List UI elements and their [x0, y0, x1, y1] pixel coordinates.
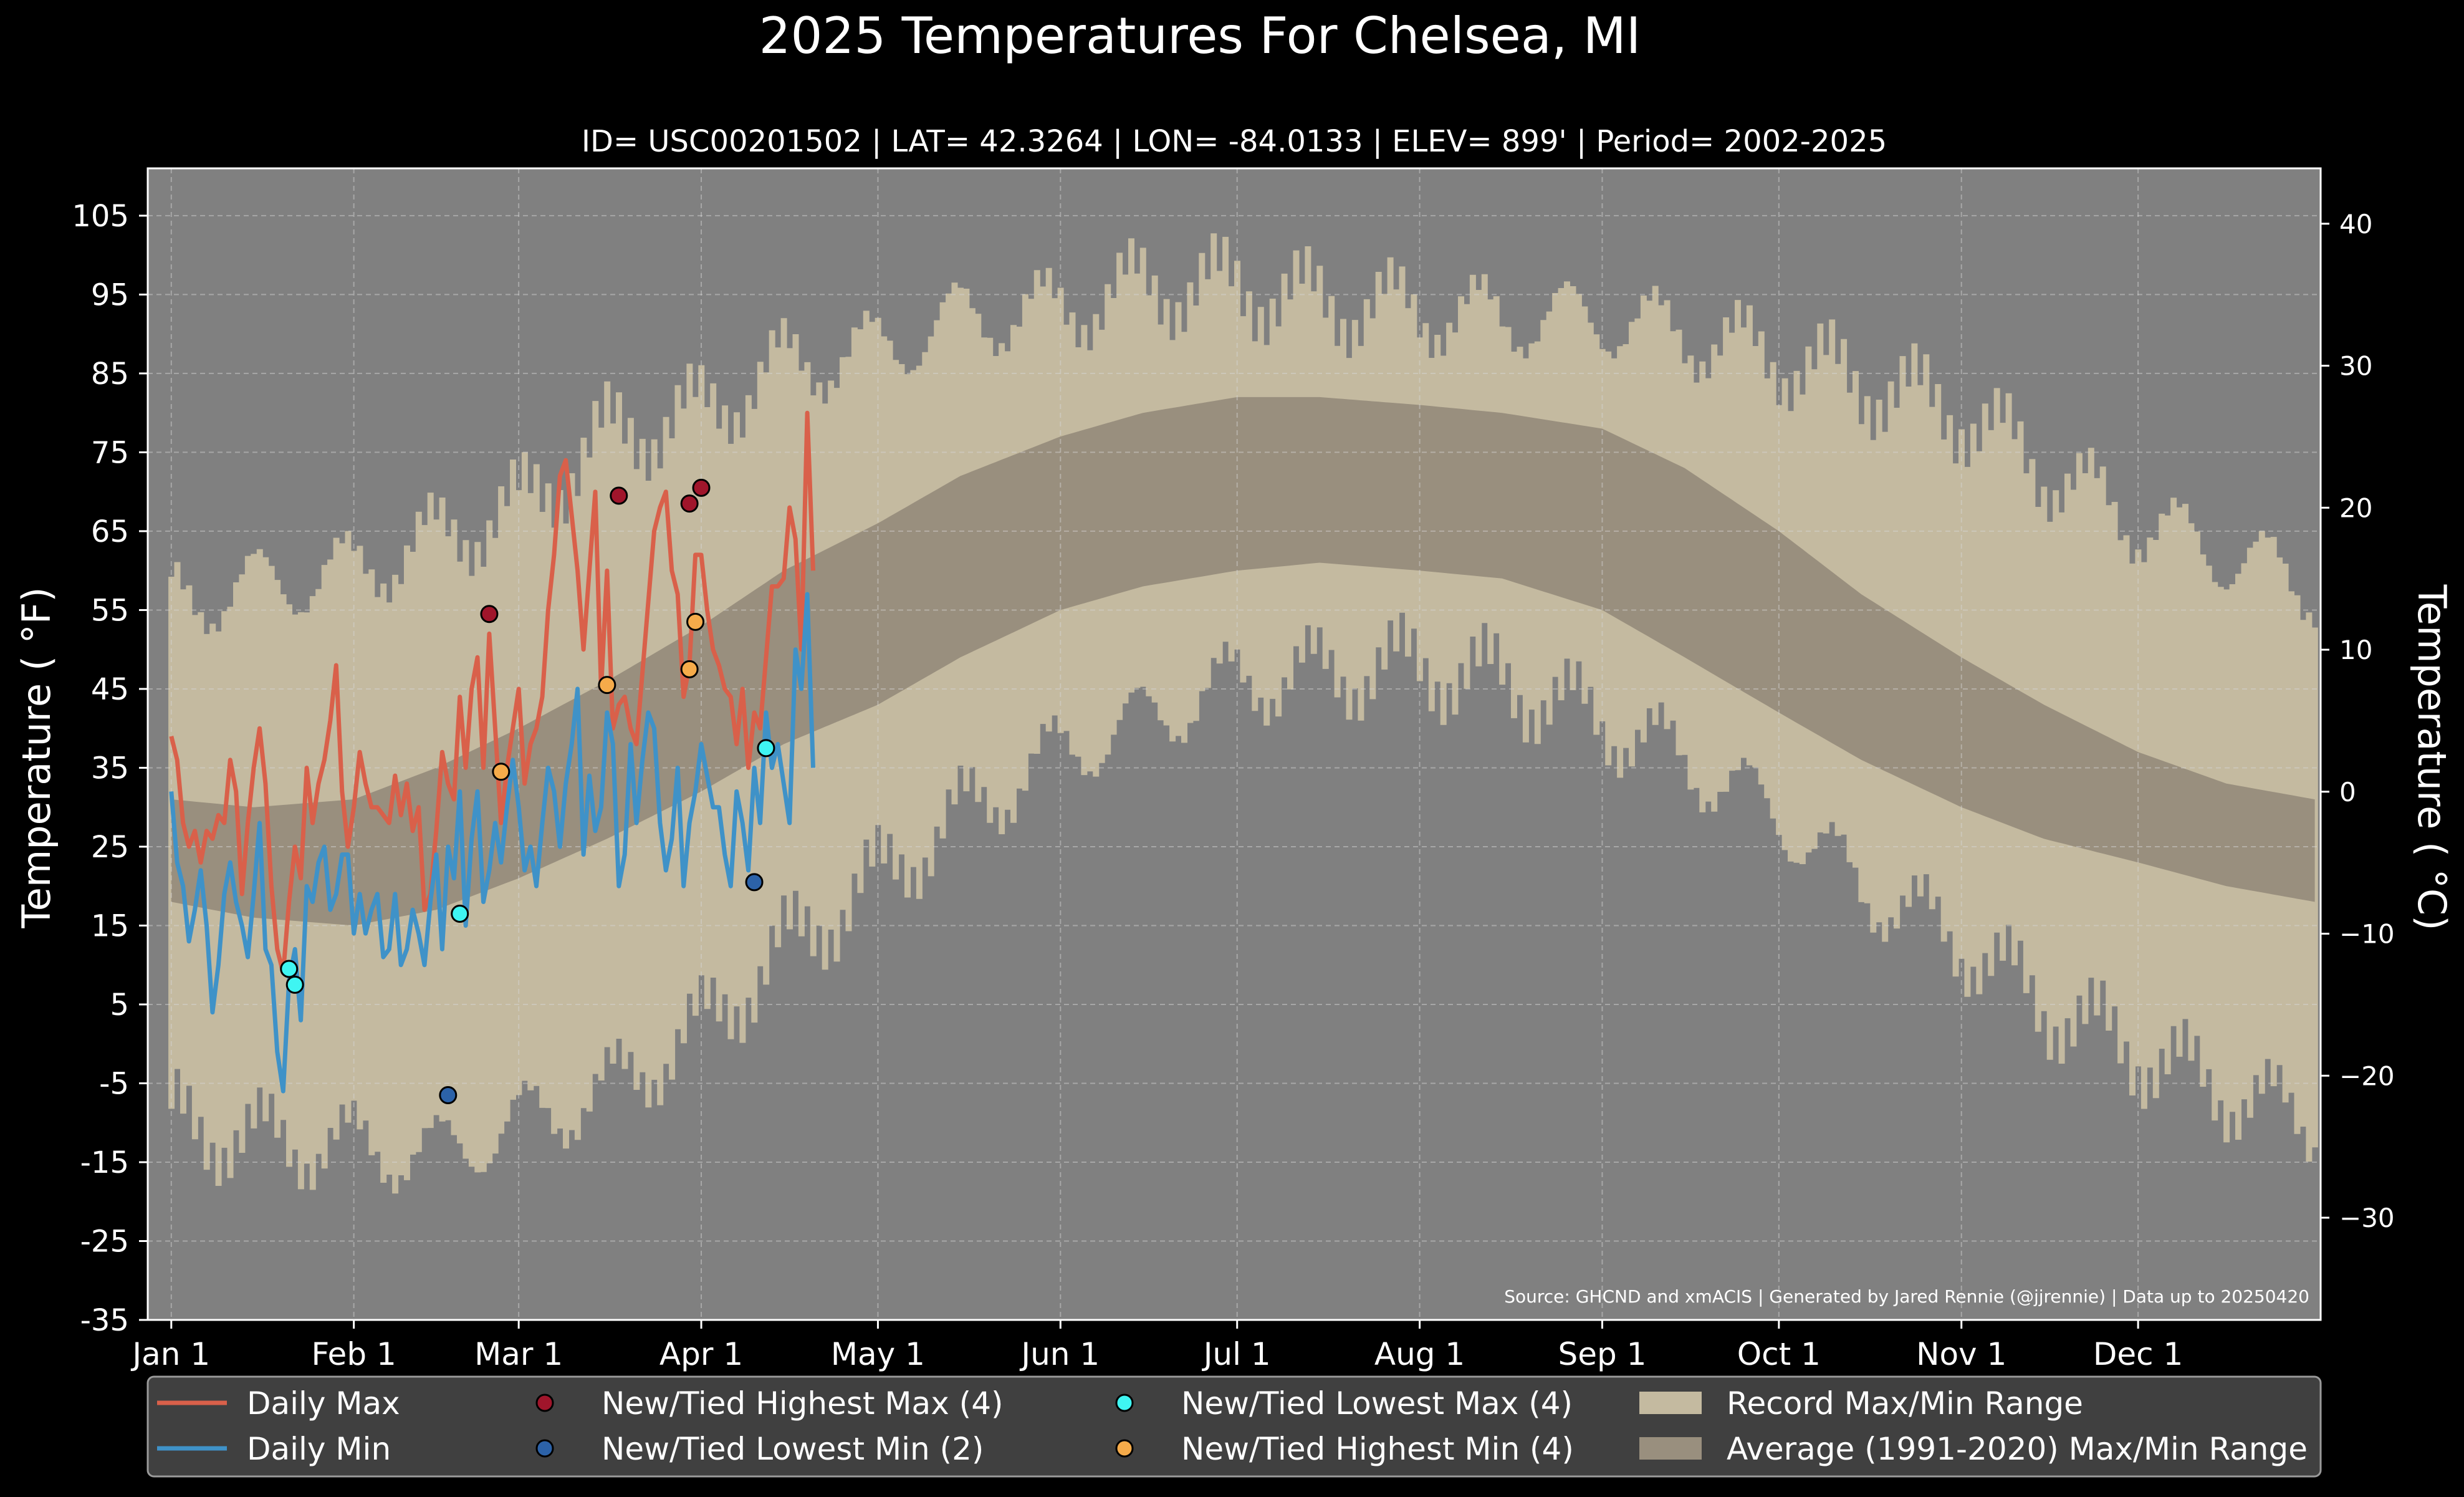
- y-tick-label-left: -25: [80, 1224, 129, 1259]
- y-tick-label-left: 25: [91, 830, 129, 865]
- legend-label: New/Tied Highest Max (4): [602, 1385, 1004, 1422]
- plot-frame: [146, 167, 2322, 1321]
- record-marker: [680, 494, 699, 513]
- y-axis-label-right: Temperature ( °C): [2409, 584, 2455, 931]
- chart-subtitle: ID= USC00201502 | LAT= 42.3264 | LON= -8…: [582, 124, 1887, 159]
- y-tick-label-left: 35: [91, 751, 129, 786]
- record-range-band: [168, 233, 2318, 1194]
- x-tick-label: Nov 1: [1916, 1336, 2006, 1372]
- y-tick-label-left: 105: [72, 199, 129, 234]
- legend-label: New/Tied Lowest Max (4): [1181, 1385, 1573, 1422]
- y-tick-label-left: 45: [91, 672, 129, 707]
- y-tick-label-left: 65: [91, 514, 129, 549]
- record-marker: [285, 975, 304, 994]
- legend-box: [146, 1375, 2322, 1478]
- x-tick-label: Apr 1: [659, 1336, 743, 1372]
- y-axis-label-left: Temperature ( °F): [14, 587, 59, 928]
- x-tick-label: Dec 1: [2093, 1336, 2183, 1372]
- y-tick-label-right: 40: [2339, 209, 2372, 239]
- record-marker: [745, 873, 764, 892]
- record-marker: [680, 660, 699, 678]
- legend-label: New/Tied Highest Min (4): [1181, 1431, 1574, 1467]
- legend-swatch: [1115, 1394, 1134, 1412]
- x-tick-label: Mar 1: [474, 1336, 563, 1372]
- record-marker: [610, 486, 628, 505]
- y-tick-label-left: -15: [80, 1145, 129, 1180]
- y-tick-label-left: 75: [91, 435, 129, 470]
- record-marker: [492, 763, 511, 781]
- record-marker: [598, 676, 616, 695]
- legend-swatch: [1115, 1439, 1134, 1458]
- record-marker: [451, 904, 469, 923]
- legend-label: Daily Min: [247, 1431, 391, 1467]
- y-tick-label-left: -35: [80, 1303, 129, 1338]
- legend-swatch: [1639, 1437, 1702, 1460]
- x-tick-label: Sep 1: [1558, 1336, 1646, 1372]
- grid: [148, 168, 2321, 1321]
- y-tick-label-left: -5: [99, 1066, 129, 1101]
- y-tick-label-left: 5: [110, 988, 129, 1023]
- record-marker: [692, 478, 711, 497]
- x-tick-label: Jul 1: [1202, 1336, 1271, 1372]
- record-marker: [686, 612, 705, 631]
- y-tick-label-right: 30: [2339, 351, 2372, 382]
- x-tick-label: Aug 1: [1374, 1336, 1465, 1372]
- record-marker: [757, 739, 775, 758]
- plot-area: Source: GHCND and xmACIS | Generated by …: [72, 167, 2395, 1372]
- daily-max-line: [169, 410, 815, 975]
- y-tick-label-left: 55: [91, 593, 129, 628]
- y-tick-label-right: −10: [2339, 919, 2395, 950]
- legend-label: Average (1991-2020) Max/Min Range: [1727, 1431, 2308, 1467]
- y-tick-label-right: 10: [2339, 635, 2372, 665]
- legend-label: Daily Max: [247, 1385, 400, 1422]
- record-marker: [480, 605, 499, 623]
- y-tick-label-right: 20: [2339, 493, 2372, 523]
- record-marker: [439, 1085, 458, 1104]
- legend: Daily Max Daily Min New/Tied Highest Max (…: [146, 1375, 2322, 1478]
- x-tick-label: May 1: [831, 1336, 925, 1372]
- legend-swatch: [535, 1394, 554, 1412]
- x-tick-label: Jun 1: [1019, 1336, 1100, 1372]
- x-tick-label: Jan 1: [130, 1336, 210, 1372]
- y-tick-label-left: 95: [91, 277, 129, 312]
- y-tick-label-right: −20: [2339, 1061, 2395, 1091]
- y-tick-label-right: −30: [2339, 1203, 2395, 1233]
- y-tick-label-left: 15: [91, 908, 129, 943]
- legend-label: Record Max/Min Range: [1727, 1385, 2083, 1422]
- source-note: Source: GHCND and xmACIS | Generated by …: [1504, 1286, 2309, 1307]
- x-tick-label: Oct 1: [1737, 1336, 1821, 1372]
- legend-label: New/Tied Lowest Min (2): [602, 1431, 984, 1467]
- legend-swatch: [1639, 1392, 1702, 1414]
- y-tick-label-left: 85: [91, 357, 129, 392]
- daily-min-line: [169, 592, 815, 1094]
- legend-swatch: [535, 1439, 554, 1458]
- normal-range-band: [171, 397, 2315, 926]
- y-tick-label-right: 0: [2339, 777, 2356, 807]
- chart-title: 2025 Temperatures For Chelsea, MI: [759, 7, 1641, 65]
- x-tick-label: Feb 1: [312, 1336, 396, 1372]
- record-marker: [280, 960, 299, 978]
